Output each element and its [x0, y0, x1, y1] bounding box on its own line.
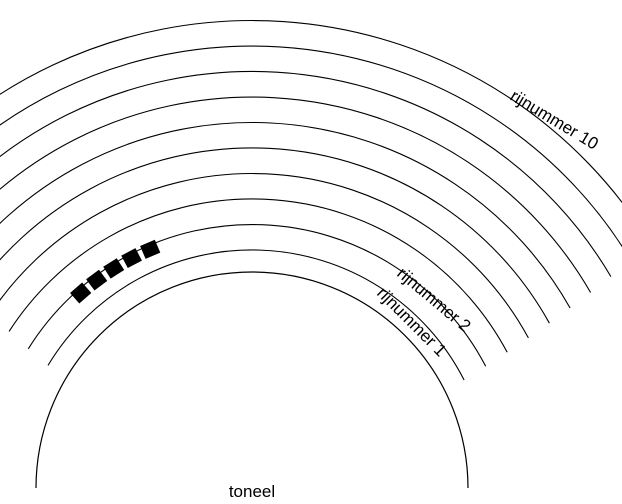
row-arc-3	[8, 198, 508, 353]
row-arc-4	[0, 172, 529, 339]
row-arc-9	[0, 45, 622, 248]
seat-1	[70, 282, 92, 304]
row-arc-8	[0, 71, 612, 277]
row-10-label: rijnummer 10	[507, 86, 602, 153]
seat-2	[86, 269, 108, 291]
row-arc-10	[0, 19, 622, 204]
seat-4	[121, 248, 142, 269]
row-arc-6	[0, 121, 571, 309]
stage-outline	[35, 271, 469, 489]
row-arcs	[0, 19, 622, 381]
row-arc-5	[0, 147, 550, 324]
seat-group	[70, 239, 161, 304]
seat-3	[103, 258, 125, 279]
stage-label: toneel	[229, 482, 275, 501]
row-arc-7	[0, 96, 592, 293]
row-arc-1	[47, 249, 465, 381]
seat-5	[140, 239, 161, 259]
